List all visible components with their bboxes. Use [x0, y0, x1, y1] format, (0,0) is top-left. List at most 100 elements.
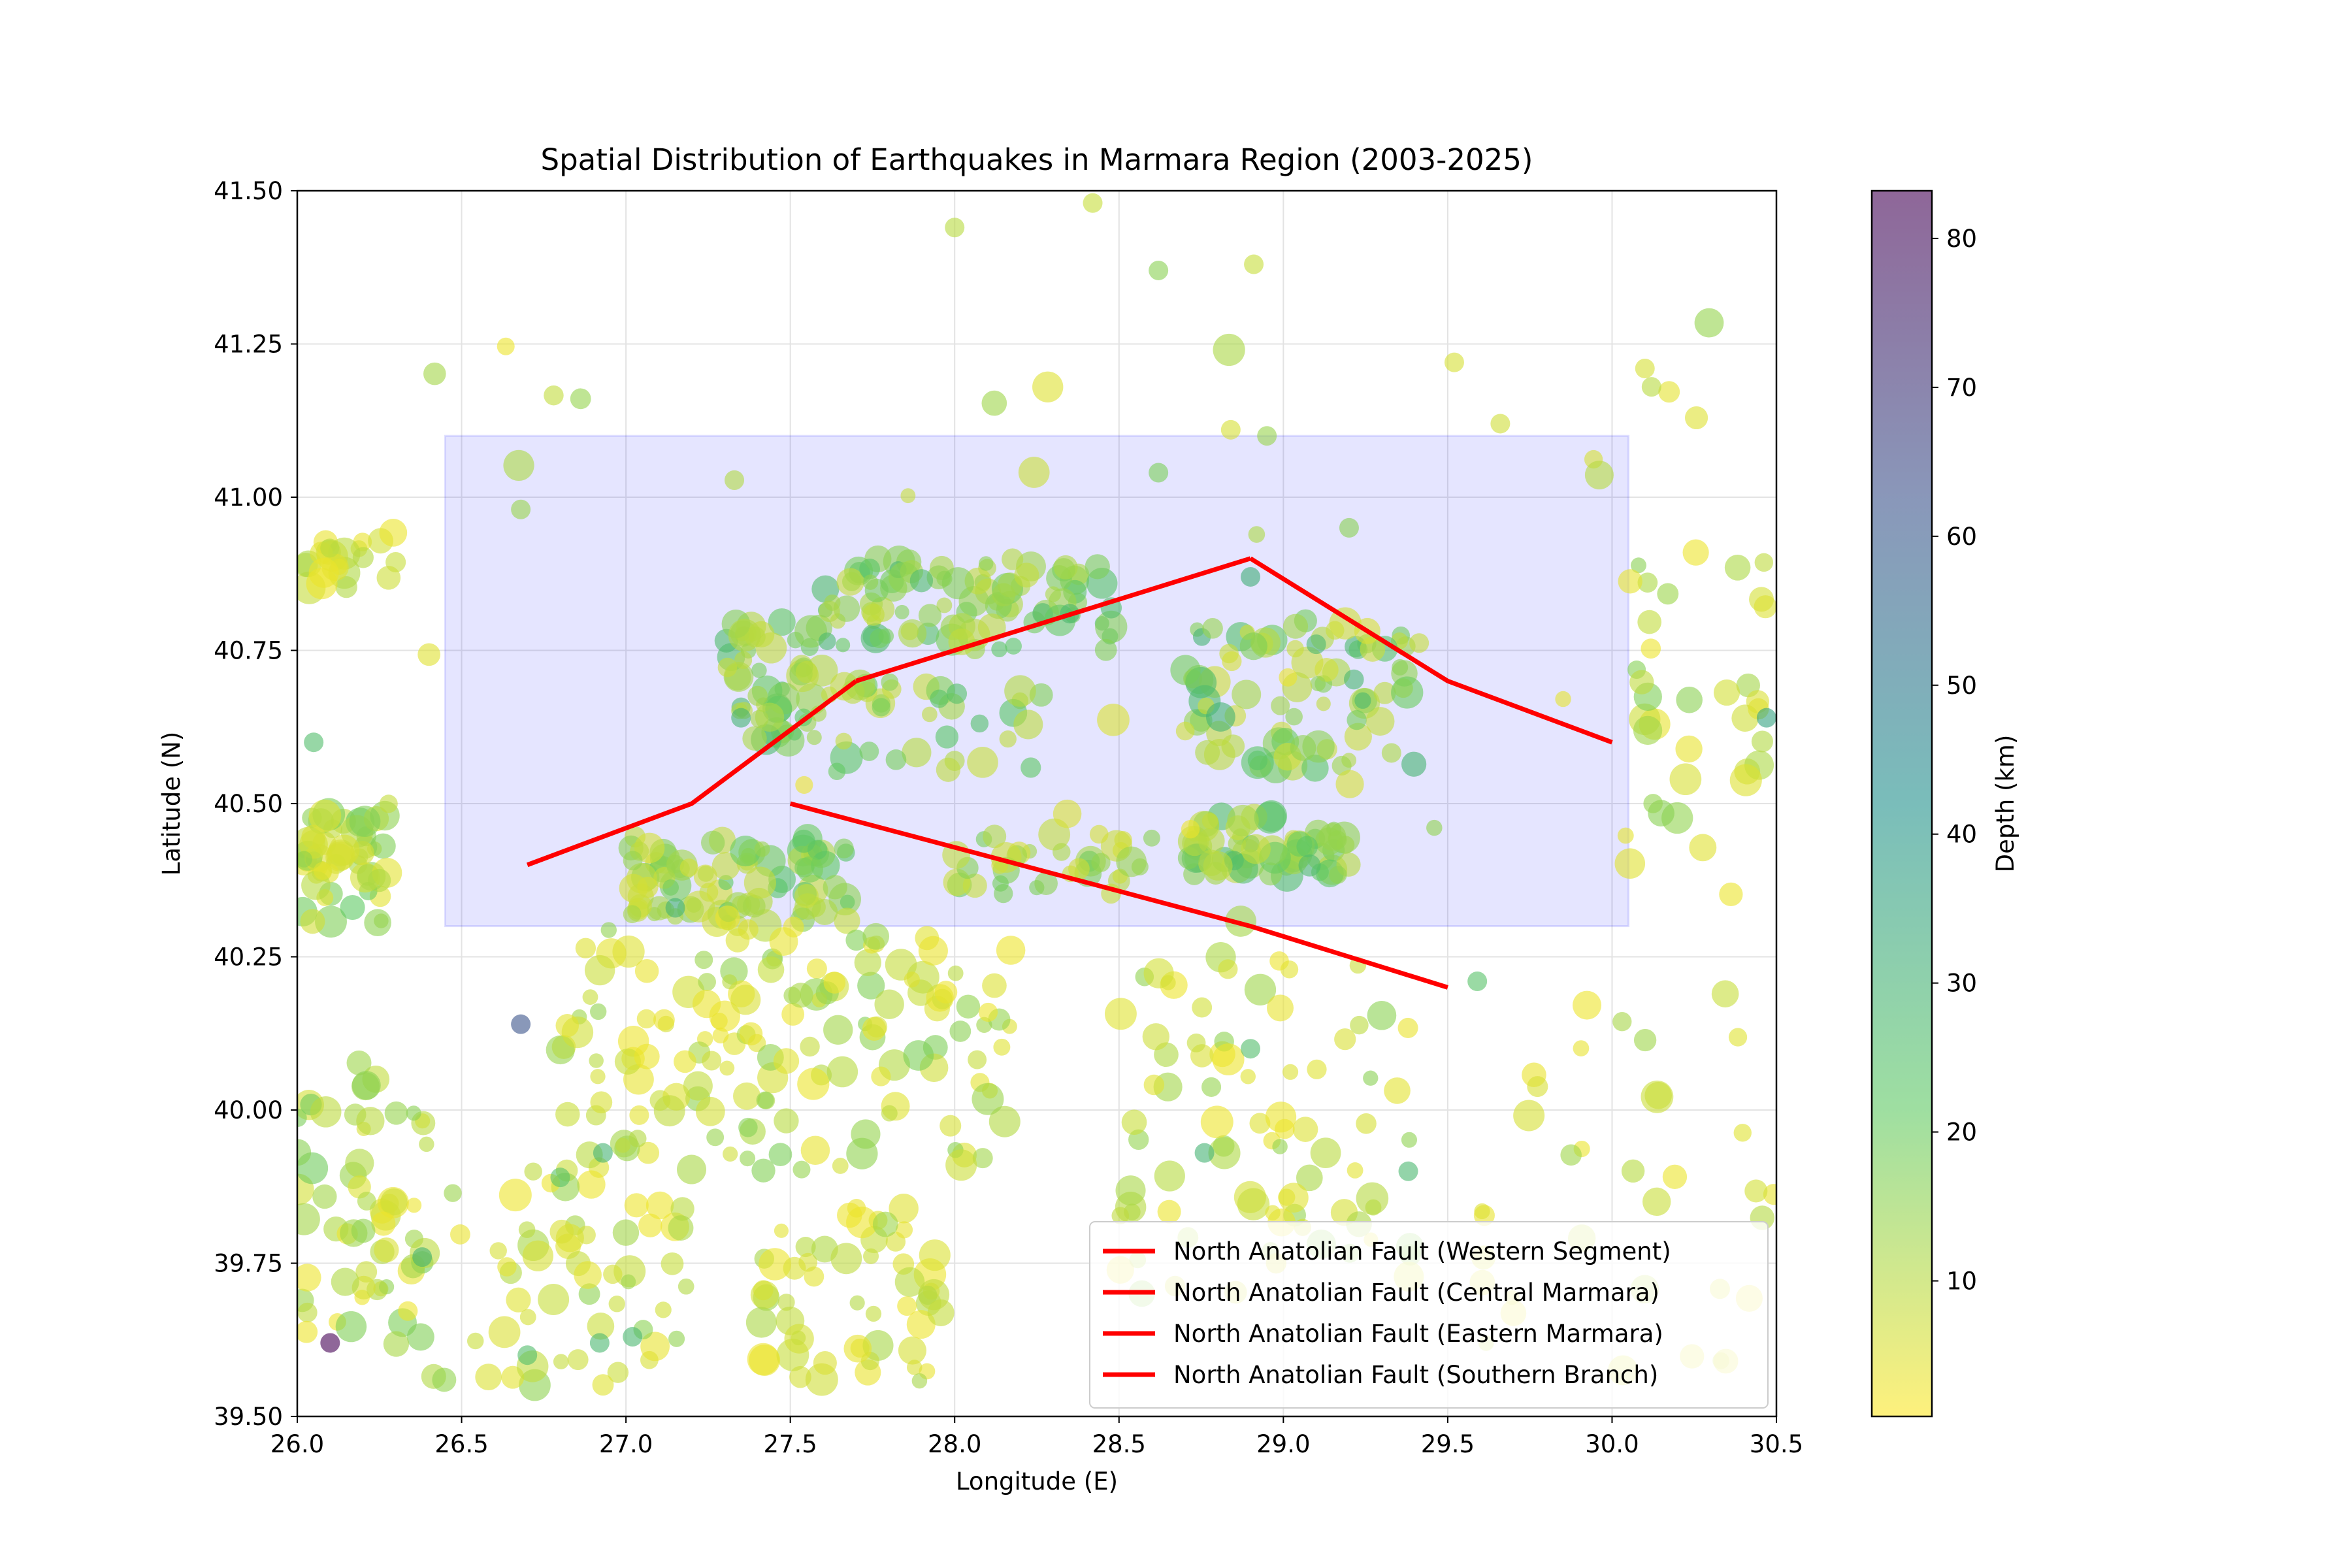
x-tick-label: 29.5 — [1421, 1430, 1475, 1458]
earthquake-point — [356, 1107, 385, 1135]
earthquake-point — [1116, 846, 1147, 877]
earthquake-point — [511, 499, 531, 519]
earthquake-point — [683, 1071, 713, 1101]
fault-lines — [526, 556, 1613, 990]
earthquake-point — [677, 1154, 707, 1184]
y-axis-label: Latitude (N) — [157, 732, 186, 876]
earthquake-point — [1728, 1028, 1748, 1047]
earthquake-point — [335, 576, 357, 598]
earthquake-point — [638, 1213, 662, 1237]
earthquake-point — [981, 390, 1007, 416]
colorbar-tick-label: 30 — [1946, 970, 1977, 998]
earthquake-point — [406, 1323, 434, 1351]
earthquake-point — [836, 638, 851, 653]
earthquake-point — [665, 898, 685, 918]
earthquake-point — [900, 622, 919, 640]
earthquake-point — [956, 994, 981, 1019]
earthquake-point — [900, 488, 916, 504]
earthquake-point — [836, 568, 864, 596]
earthquake-point — [1053, 555, 1078, 580]
earthquake-point — [881, 1105, 898, 1122]
earthquake-point — [384, 1101, 408, 1125]
x-tick-label: 29.0 — [1256, 1430, 1310, 1458]
earthquake-point — [898, 1336, 926, 1365]
x-tick-label: 27.0 — [599, 1430, 653, 1458]
earthquake-point — [1641, 638, 1661, 659]
earthquake-point — [1618, 569, 1642, 594]
earthquake-point — [371, 1211, 396, 1236]
earthquake-point — [555, 1014, 580, 1037]
earthquake-point — [939, 1115, 962, 1137]
earthquake-point — [872, 1211, 898, 1237]
earthquake-point — [1398, 1161, 1418, 1181]
earthquake-point — [988, 1105, 1021, 1137]
earthquake-point — [947, 965, 964, 981]
earthquake-point — [1143, 958, 1174, 988]
earthquake-point — [823, 972, 846, 994]
earthquake-point — [813, 1351, 837, 1375]
earthquake-point — [999, 730, 1017, 748]
earthquake-point — [349, 806, 381, 838]
earthquake-point — [970, 714, 989, 733]
earthquake-point — [768, 608, 796, 636]
earthquake-point — [1307, 1059, 1327, 1079]
earthquake-point — [706, 1128, 725, 1147]
earthquake-point — [1744, 1179, 1768, 1203]
earthquake-point — [1315, 658, 1339, 682]
earthquake-point — [335, 1311, 367, 1343]
earthquake-point — [1265, 1205, 1281, 1220]
earthquake-point — [1754, 595, 1776, 619]
earthquake-point — [662, 879, 679, 896]
earthquake-point — [674, 1050, 696, 1073]
earthquake-point — [1310, 1137, 1341, 1168]
earthquake-point — [930, 689, 949, 708]
x-tick-label: 26.5 — [434, 1430, 488, 1458]
earthquake-point — [1091, 853, 1111, 872]
legend-box — [1089, 1221, 1769, 1409]
earthquake-point — [796, 856, 823, 883]
earthquake-point — [1201, 813, 1218, 829]
earthquake-point — [567, 1349, 589, 1371]
earthquake-point — [1391, 676, 1424, 709]
earthquake-point — [645, 1191, 674, 1220]
earthquake-point — [678, 1278, 694, 1295]
earthquake-point — [1241, 1039, 1261, 1059]
earthquake-point — [845, 929, 867, 951]
earthquake-point — [1181, 820, 1200, 839]
earthquake-point — [1290, 734, 1316, 761]
earthquake-point — [1014, 563, 1039, 588]
earthquake-point — [911, 1373, 928, 1389]
earthquake-point — [320, 538, 340, 558]
earthquake-point — [357, 1192, 376, 1211]
earthquake-point — [1344, 723, 1372, 751]
earthquake-point — [1637, 572, 1658, 593]
earthquake-point — [800, 1036, 820, 1057]
x-tick-label: 28.0 — [928, 1430, 981, 1458]
earthquake-point — [1298, 854, 1321, 877]
earthquake-point — [1617, 827, 1634, 844]
earthquake-point — [1756, 708, 1776, 728]
earthquake-point — [352, 547, 374, 568]
earthquake-point — [577, 1226, 596, 1245]
earthquake-point — [553, 1354, 569, 1369]
earthquake-point — [806, 730, 822, 745]
earthquake-point — [603, 1264, 623, 1284]
earthquake-point — [320, 1333, 340, 1353]
earthquake-point — [722, 974, 738, 990]
earthquake-point — [1212, 1043, 1245, 1075]
earthquake-point — [1149, 260, 1169, 280]
earthquake-point — [1675, 735, 1703, 763]
earthquake-point — [862, 923, 890, 950]
earthquake-point — [1202, 617, 1223, 639]
earthquake-point — [743, 866, 776, 899]
earthquake-point — [1218, 959, 1238, 979]
earthquake-point — [894, 1267, 925, 1297]
earthquake-point — [715, 905, 740, 930]
earthquake-point — [897, 1296, 917, 1316]
earthquake-point — [351, 1071, 381, 1100]
colorbar-gradient — [1872, 191, 1932, 1416]
earthquake-point — [745, 1307, 777, 1338]
earthquake-point — [926, 984, 954, 1012]
fault-line — [526, 679, 858, 868]
earthquake-point — [1381, 743, 1401, 763]
